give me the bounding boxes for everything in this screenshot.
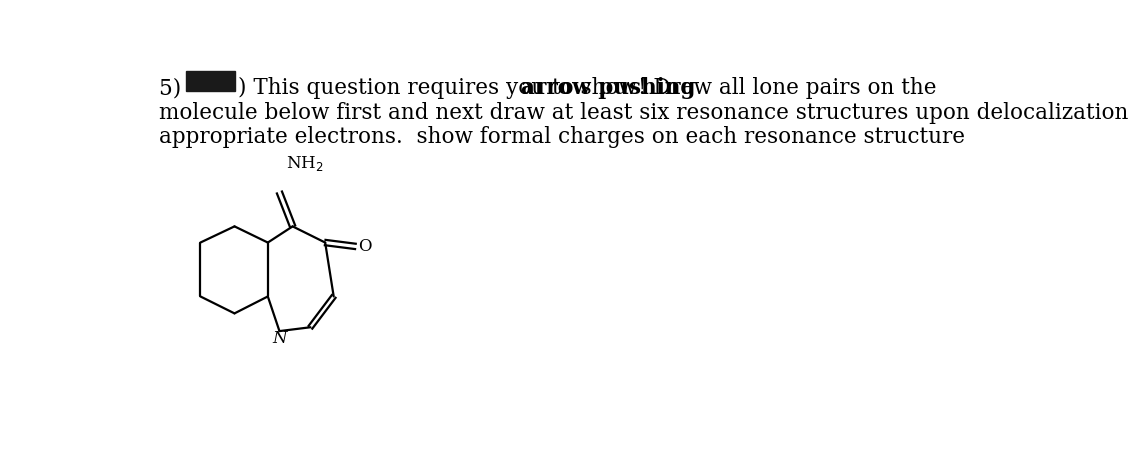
- Text: N: N: [272, 329, 286, 346]
- Text: NH$_2$: NH$_2$: [285, 154, 323, 173]
- Text: O: O: [358, 238, 371, 255]
- Text: appropriate electrons.  show formal charges on each resonance structure: appropriate electrons. show formal charg…: [158, 126, 964, 148]
- Text: ) This question requires you to show: ) This question requires you to show: [238, 77, 643, 99]
- Text: ! Draw all lone pairs on the: ! Draw all lone pairs on the: [637, 77, 936, 99]
- Text: arrow pushing: arrow pushing: [521, 77, 696, 99]
- Bar: [187, 71, 234, 91]
- Text: 5): 5): [158, 77, 188, 99]
- Text: molecule below first and next draw at least six resonance structures upon deloca: molecule below first and next draw at le…: [158, 102, 1132, 124]
